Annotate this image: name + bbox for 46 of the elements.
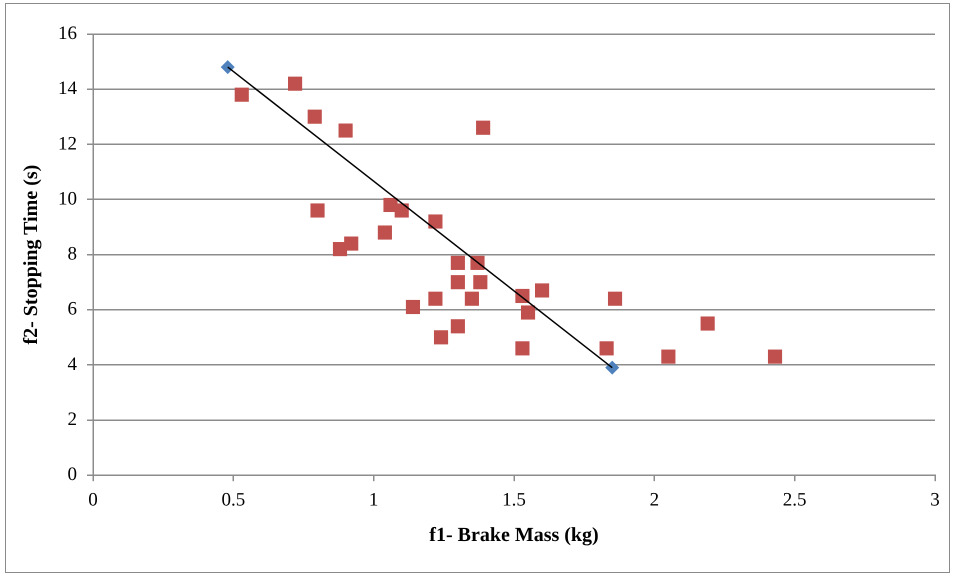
point — [394, 203, 409, 218]
point — [605, 360, 620, 375]
point — [338, 123, 353, 138]
y-tick-label: 4 — [68, 354, 78, 375]
x-tick-label: 1.5 — [502, 490, 526, 511]
x-tick-label: 3 — [930, 490, 940, 511]
y-tick-label: 2 — [68, 409, 77, 430]
y-axis-title: f2- Stopping Time (s) — [20, 164, 42, 345]
y-tick-label: 0 — [68, 464, 77, 486]
y-tick-label: 14 — [58, 78, 78, 100]
y-tick-label: 6 — [68, 298, 77, 320]
x-tick-label: 2.5 — [782, 490, 807, 511]
y-tick-label: 16 — [58, 22, 77, 44]
point — [661, 350, 676, 364]
x-tick-label: 2 — [650, 490, 660, 511]
point — [520, 305, 536, 320]
point — [308, 110, 322, 124]
point — [234, 88, 249, 102]
y-tick-label: 12 — [58, 133, 77, 154]
point — [473, 275, 488, 290]
point — [450, 275, 465, 290]
x-tick-label: 0.5 — [221, 490, 246, 511]
point — [428, 292, 442, 306]
point — [476, 120, 490, 135]
point — [310, 203, 325, 218]
point — [768, 350, 782, 364]
point — [600, 341, 614, 356]
point — [450, 256, 465, 270]
point — [450, 319, 465, 334]
point — [700, 316, 715, 331]
point — [378, 225, 392, 240]
point — [434, 330, 448, 344]
point — [515, 341, 530, 356]
y-tick-label: 8 — [68, 244, 77, 265]
point — [534, 283, 550, 298]
point — [428, 214, 442, 229]
point — [288, 76, 302, 91]
x-axis-title: f1- Brake Mass (kg) — [429, 524, 599, 546]
x-tick-label: 0 — [88, 490, 98, 511]
point — [344, 236, 358, 251]
point — [608, 292, 622, 306]
point — [464, 292, 479, 306]
y-tick-label: 10 — [58, 188, 77, 210]
point — [220, 60, 235, 74]
x-tick-label: 1 — [368, 490, 378, 511]
point — [406, 300, 420, 314]
